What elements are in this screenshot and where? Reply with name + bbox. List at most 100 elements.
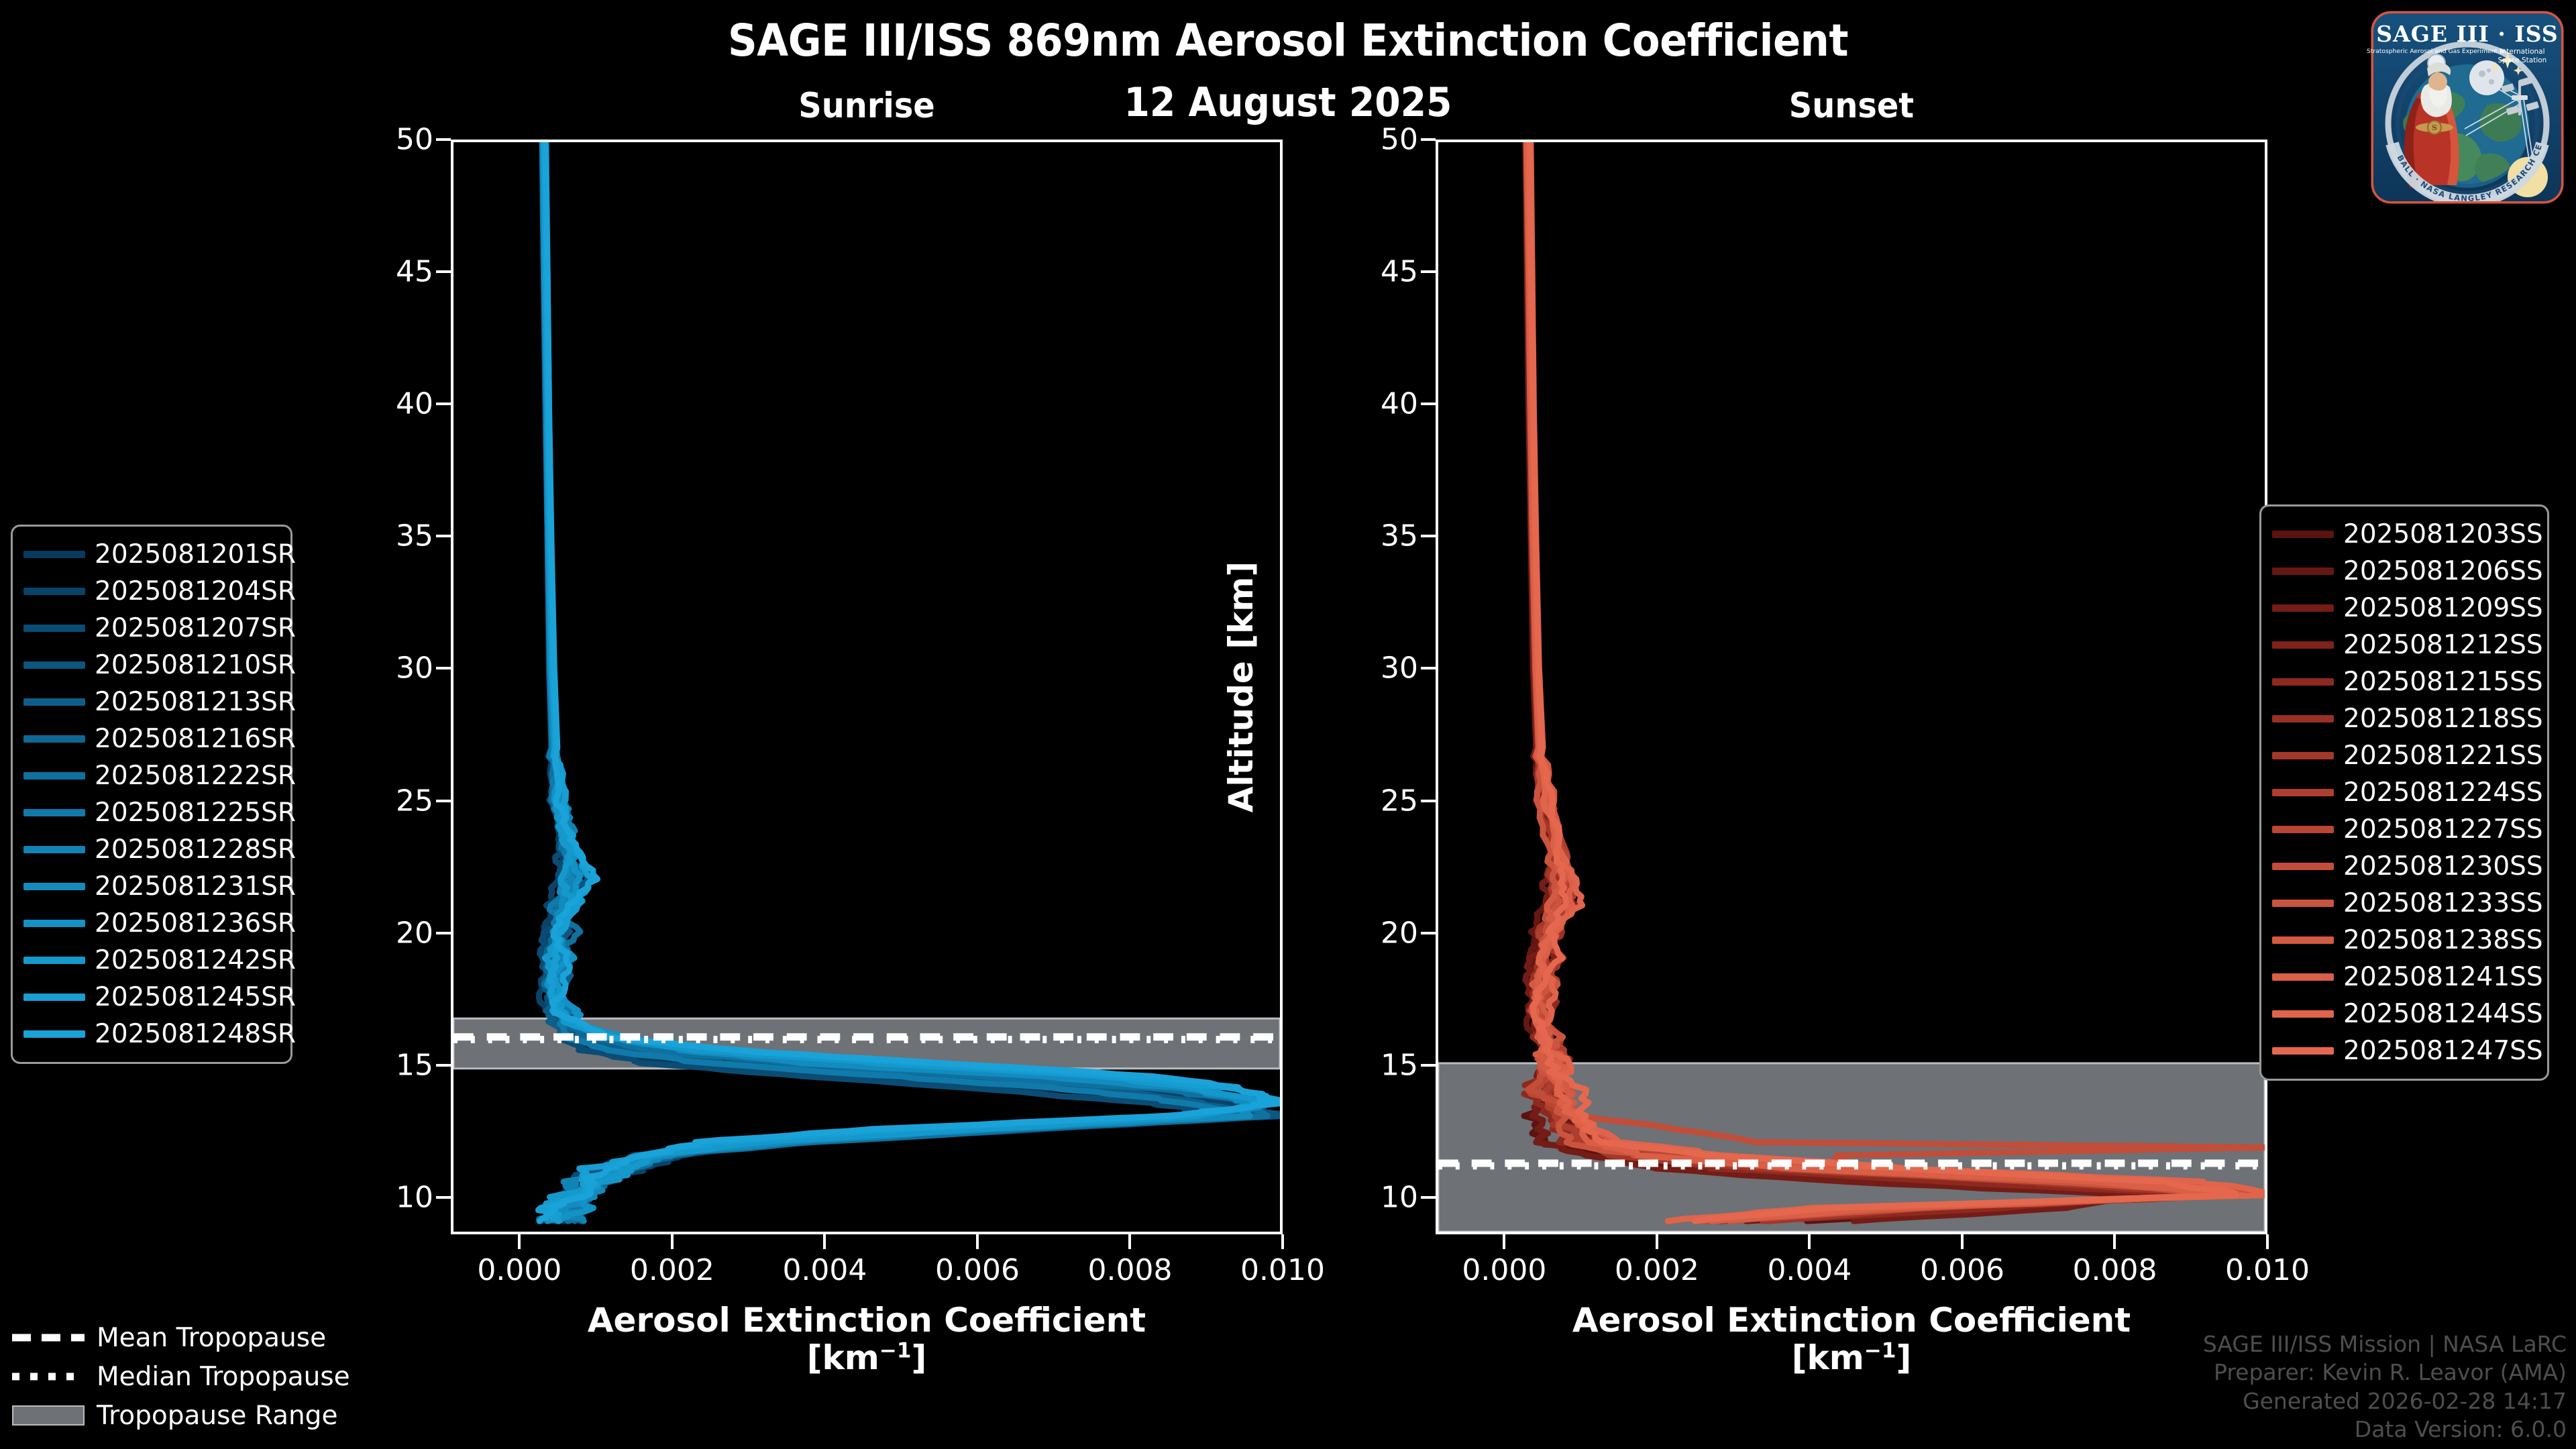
x-axis-tick-label: 0.000 [477, 1253, 562, 1287]
x-axis-tick-label: 0.002 [629, 1253, 714, 1287]
legend-sunrise-item[interactable]: 2025081222SR [23, 757, 296, 794]
x-axis-tick-label: 0.008 [1087, 1253, 1173, 1287]
legend-sunset-item[interactable]: 2025081215SS [2272, 663, 2543, 700]
footer-line-preparer: Preparer: Kevin R. Leavor (AMA) [2214, 1359, 2567, 1386]
legend-sunrise-item[interactable]: 2025081242SR [23, 942, 296, 979]
legend-label: 2025081241SS [2343, 962, 2543, 992]
x-axis-tick-label: 0.004 [782, 1253, 867, 1287]
legend-sunrise-item[interactable]: 2025081228SR [23, 831, 296, 868]
x-axis-label-sunset: Aerosol Extinction Coefficient [km−1] [1436, 1301, 2267, 1377]
y-axis-tick-label: 10 [1381, 1180, 1418, 1215]
legend-color-swatch [2272, 531, 2334, 538]
y-axis-tick-label: 40 [396, 386, 433, 421]
legend-color-swatch [23, 735, 85, 743]
profile-line [1528, 142, 2265, 1221]
legend-color-swatch [2272, 936, 2334, 944]
legend-sunset[interactable]: 2025081203SS 2025081206SS 2025081209SS 2025… [2259, 504, 2549, 1081]
x-axis-tick-mark [1960, 1234, 1964, 1249]
filled-band-icon [12, 1405, 85, 1426]
x-axis-tick-mark [2113, 1234, 2116, 1249]
panel-heading-sunset: Sunset [1788, 86, 1915, 126]
legend-label: 2025081222SR [95, 761, 296, 791]
legend-sunrise-item[interactable]: 2025081231SR [23, 868, 296, 905]
y-axis-tick-mark [1421, 1195, 1436, 1199]
profile-line [1529, 142, 2231, 1221]
legend-label: 2025081213SR [95, 687, 296, 717]
x-axis-tick-label: 0.004 [1767, 1253, 1852, 1287]
plot-area-sunset[interactable] [1436, 140, 2267, 1234]
x-axis-tick-label: 0.010 [1240, 1253, 1325, 1287]
y-axis-tick-label: 35 [396, 519, 433, 553]
plot-area-sunrise[interactable] [451, 140, 1283, 1234]
legend-sunset-item[interactable]: 2025081227SS [2272, 811, 2543, 848]
x-axis-unit-sunset: [km−1] [1791, 1338, 1912, 1377]
legend-color-swatch [23, 772, 85, 780]
profile-line [539, 142, 1280, 1221]
y-axis-tick-label: 45 [1381, 254, 1418, 289]
legend-color-swatch [2272, 1047, 2334, 1055]
legend-sunrise-item[interactable]: 2025081248SR [23, 1016, 296, 1053]
y-axis-tick-label: 25 [396, 784, 433, 818]
legend-color-swatch [23, 883, 85, 890]
legend-sunset-item[interactable]: 2025081221SS [2272, 737, 2543, 774]
legend-sunset-item[interactable]: 2025081206SS [2272, 553, 2543, 590]
legend-sunrise-item[interactable]: 2025081210SR [23, 647, 296, 684]
legend-label: 2025081212SS [2343, 630, 2543, 660]
legend-sunrise-item[interactable]: 2025081207SR [23, 610, 296, 647]
legend-sunrise[interactable]: 2025081201SR 2025081204SR 2025081207SR 2025… [11, 525, 296, 1064]
plot-panel-sunset: 10 15 20 25 30 35 40 45 50 0.000 0.002 0.004 0.006 0.… [1381, 123, 2310, 1288]
y-axis-tick-mark [1421, 799, 1436, 802]
legend-sunrise-item[interactable]: 2025081225SR [23, 794, 296, 831]
profile-line [1526, 142, 2239, 1221]
legend-color-swatch [2272, 1010, 2334, 1018]
y-axis-tick-label: 50 [1381, 122, 1418, 157]
profile-line [1530, 142, 2243, 1221]
legend-label: 2025081201SR [95, 539, 296, 570]
y-axis-tick-mark [436, 1063, 451, 1067]
legend-label-median-tropopause: Median Tropopause [97, 1361, 350, 1392]
legend-label: 2025081245SR [95, 982, 296, 1012]
legend-color-swatch [23, 809, 85, 816]
legend-sunset-item[interactable]: 2025081212SS [2272, 627, 2543, 663]
legend-label: 2025081233SS [2343, 888, 2543, 918]
y-axis-tick-label: 35 [1381, 519, 1418, 553]
legend-label: 2025081204SR [95, 576, 296, 606]
legend-label: 2025081210SR [95, 650, 296, 680]
legend-color-swatch [2272, 863, 2334, 870]
footer-line-data-version: Data Version: 6.0.0 [2354, 1415, 2567, 1442]
legend-sunset-item[interactable]: 2025081233SS [2272, 885, 2543, 922]
legend-label: 2025081225SR [95, 798, 296, 828]
legend-sunset-item[interactable]: 2025081238SS [2272, 922, 2543, 959]
legend-sunrise-item[interactable]: 2025081213SR [23, 684, 296, 720]
legend-label: 2025081224SS [2343, 777, 2543, 808]
x-axis-tick-mark [1281, 1234, 1284, 1249]
legend-sunset-item[interactable]: 2025081230SS [2272, 848, 2543, 885]
legend-sunrise-item[interactable]: 2025081204SR [23, 573, 296, 610]
profile-line [1526, 142, 2233, 1221]
legend-sunset-item[interactable]: 2025081224SS [2272, 774, 2543, 811]
legend-color-swatch [23, 551, 85, 558]
legend-label: 2025081248SR [95, 1019, 296, 1049]
x-axis-tick-mark [1503, 1234, 1506, 1249]
legend-sunrise-item[interactable]: 2025081245SR [23, 979, 296, 1016]
legend-sunrise-item[interactable]: 2025081201SR [23, 536, 296, 573]
legend-sunrise-item[interactable]: 2025081236SR [23, 905, 296, 942]
y-axis-tick-mark [436, 138, 451, 141]
x-axis-tick-mark [975, 1234, 979, 1249]
legend-sunset-item[interactable]: 2025081241SS [2272, 959, 2543, 996]
legend-sunset-item[interactable]: 2025081218SS [2272, 700, 2543, 737]
legend-sunset-item[interactable]: 2025081244SS [2272, 996, 2543, 1032]
profile-line [1527, 142, 2229, 1221]
legend-sunrise-item[interactable]: 2025081216SR [23, 720, 296, 757]
legend-sunset-item[interactable]: 2025081203SS [2272, 516, 2543, 553]
legend-label: 2025081236SR [95, 908, 296, 938]
legend-sunset-item[interactable]: 2025081209SS [2272, 590, 2543, 627]
legend-sunset-item[interactable]: 2025081247SS [2272, 1032, 2543, 1069]
y-axis-tick-mark [436, 535, 451, 538]
footer-credits: SAGE III/ISS Mission | NASA LaRC Prepare… [2203, 1330, 2567, 1444]
legend-label: 2025081216SR [95, 724, 296, 754]
x-axis-tick-label: 0.000 [1462, 1253, 1547, 1287]
legend-label: 2025081209SS [2343, 593, 2543, 623]
dotted-line-icon [12, 1366, 85, 1387]
x-axis-tick-mark [823, 1234, 826, 1249]
